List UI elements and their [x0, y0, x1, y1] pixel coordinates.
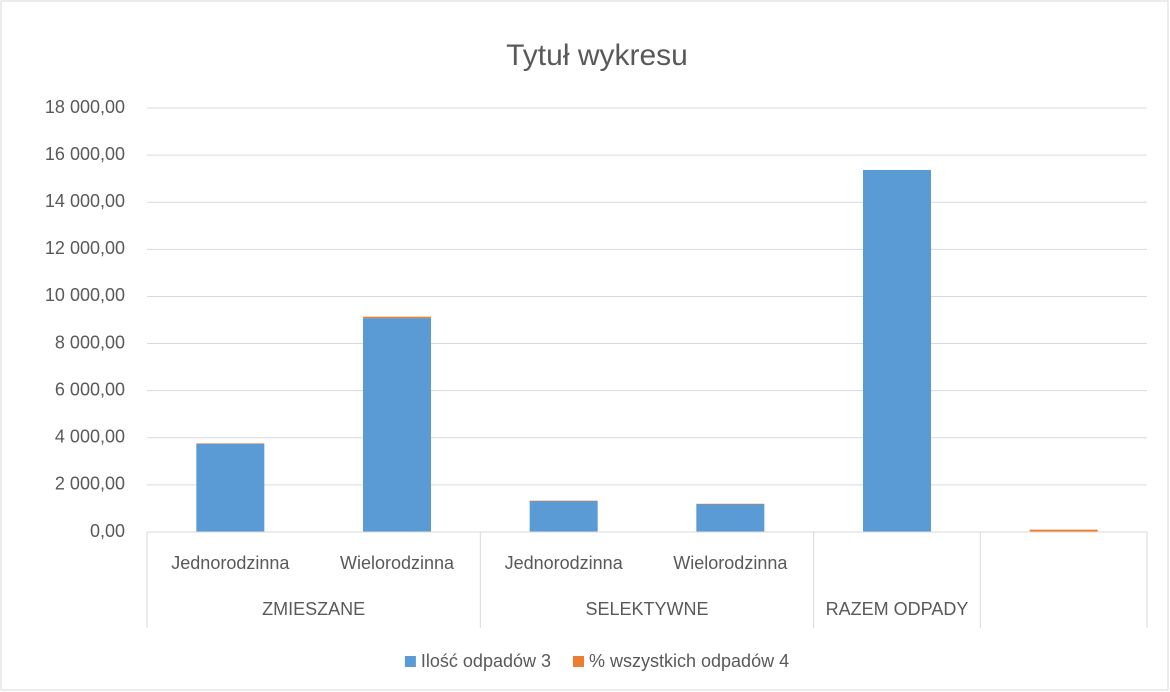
- bar: [529, 500, 598, 532]
- y-tick-label: 4 000,00: [55, 427, 125, 447]
- legend-swatch: [573, 656, 584, 667]
- x-tick-label: Jednorodzinna: [171, 553, 290, 573]
- bar: [196, 443, 265, 444]
- bar: [1029, 529, 1098, 532]
- y-tick-label: 16 000,00: [45, 144, 125, 164]
- legend-swatch: [404, 656, 416, 667]
- x-tick-label: Wielorodzinna: [673, 553, 788, 573]
- bar: [363, 318, 431, 532]
- group-label: SELEKTYWNE: [585, 599, 708, 619]
- bar: [696, 503, 765, 505]
- bar: [196, 443, 265, 532]
- bar: [696, 503, 765, 532]
- y-tick-label: 0,00: [90, 521, 125, 541]
- group-label: ZMIESZANE: [262, 599, 365, 619]
- legend-label: % wszystkich odpadów 4: [589, 651, 789, 671]
- chart-title: Tytuł wykresu: [506, 39, 688, 72]
- bar: [529, 500, 598, 502]
- y-tick-label: 8 000,00: [55, 332, 125, 352]
- bar: [863, 169, 931, 532]
- y-tick-label: 12 000,00: [45, 238, 125, 258]
- y-tick-label: 14 000,00: [45, 191, 125, 211]
- group-label: RAZEM ODPADY: [826, 599, 969, 619]
- legend-label: Ilość odpadów 3: [421, 651, 551, 671]
- y-tick-label: 2 000,00: [55, 474, 125, 494]
- y-tick-label: 18 000,00: [45, 97, 125, 117]
- y-tick-label: 10 000,00: [45, 285, 125, 305]
- bar: [363, 316, 431, 319]
- y-tick-label: 6 000,00: [55, 379, 125, 399]
- x-tick-label: Jednorodzinna: [505, 553, 624, 573]
- x-tick-label: Wielorodzinna: [340, 553, 455, 573]
